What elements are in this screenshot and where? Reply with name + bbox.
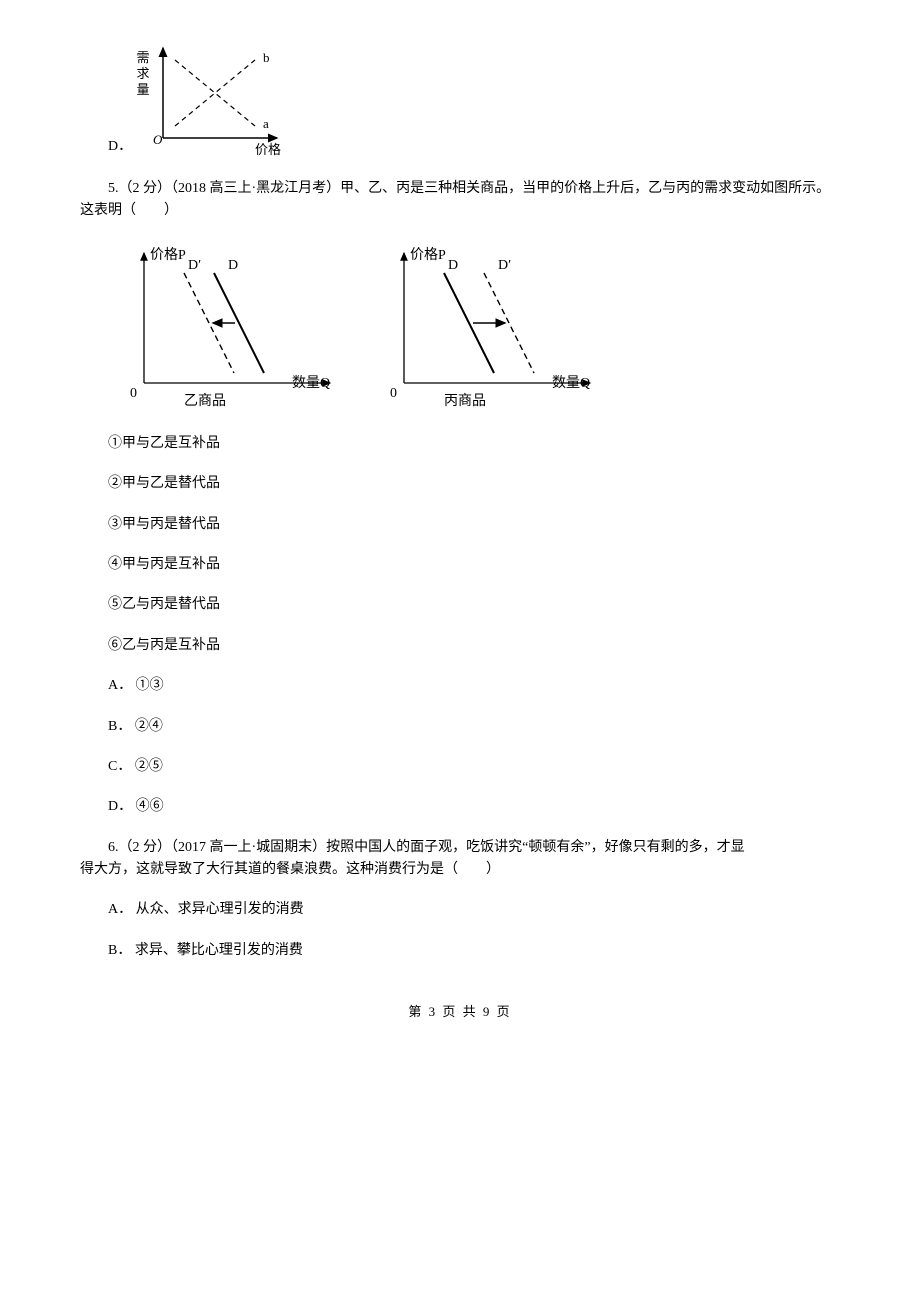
svg-text:求: 求 [136, 66, 149, 81]
q5-s1: ①甲与乙是互补品 [80, 433, 840, 455]
q5-chart-pair: 价格P 数量Q 0 乙商品 D′ D 价格P 数量Q 0 丙商品 D D′ [120, 243, 840, 413]
option-d-label: D． [80, 136, 125, 160]
q6-b: B． 求异、攀比心理引发的消费 [80, 940, 840, 962]
page-footer: 第 3 页 共 9 页 [80, 1002, 840, 1023]
q5-d: D． ④⑥ [80, 796, 840, 818]
q5-b: B． ②④ [80, 716, 840, 738]
svg-text:数量Q: 数量Q [292, 375, 330, 391]
svg-text:丙商品: 丙商品 [444, 393, 486, 409]
chart-yi: 价格P 数量Q 0 乙商品 D′ D [120, 243, 340, 413]
svg-text:数量Q: 数量Q [552, 375, 590, 391]
svg-text:D′: D′ [188, 258, 201, 273]
q5-s4: ④甲与丙是互补品 [80, 554, 840, 576]
q5-s6: ⑥乙与丙是互补品 [80, 635, 840, 657]
svg-text:乙商品: 乙商品 [184, 393, 226, 409]
svg-text:量: 量 [136, 82, 149, 97]
q5-s5: ⑤乙与丙是替代品 [80, 594, 840, 616]
svg-text:价格P: 价格P [410, 247, 446, 263]
svg-text:价格P: 价格P [150, 247, 186, 263]
q6-stem-line2: 得大方，这就导致了大行其道的餐桌浪费。这种消费行为是（ ） [80, 859, 840, 881]
q5-c: C． ②⑤ [80, 756, 840, 778]
svg-text:0: 0 [130, 386, 137, 401]
q6-stem: 6.（2 分）（2017 高一上·城固期末）按照中国人的面子观，吃饭讲究“顿顿有… [80, 837, 840, 882]
q5-stem: 5.（2 分）（2018 高三上·黑龙江月考）甲、乙、丙是三种相关商品，当甲的价… [80, 178, 840, 223]
q5-s2: ②甲与乙是替代品 [80, 473, 840, 495]
svg-text:O: O [153, 132, 163, 147]
chart-bing: 价格P 数量Q 0 丙商品 D D′ [380, 243, 600, 413]
svg-text:需: 需 [136, 50, 149, 65]
svg-text:D′: D′ [498, 258, 511, 273]
svg-text:价格: 价格 [255, 142, 281, 157]
svg-text:0: 0 [390, 386, 397, 401]
q5-a: A． ①③ [80, 675, 840, 697]
svg-text:D: D [228, 258, 238, 273]
q6-a: A． 从众、求异心理引发的消费 [80, 899, 840, 921]
svg-text:a: a [263, 116, 269, 131]
svg-text:b: b [263, 50, 270, 65]
demand-price-chart: 需求量价格 Oa b [125, 40, 285, 160]
option-d-row: D． 需求量价格 Oa b [80, 40, 840, 160]
q6-stem-line1: 6.（2 分）（2017 高一上·城固期末）按照中国人的面子观，吃饭讲究“顿顿有… [80, 837, 840, 859]
q5-s3: ③甲与丙是替代品 [80, 514, 840, 536]
svg-text:D: D [448, 258, 458, 273]
